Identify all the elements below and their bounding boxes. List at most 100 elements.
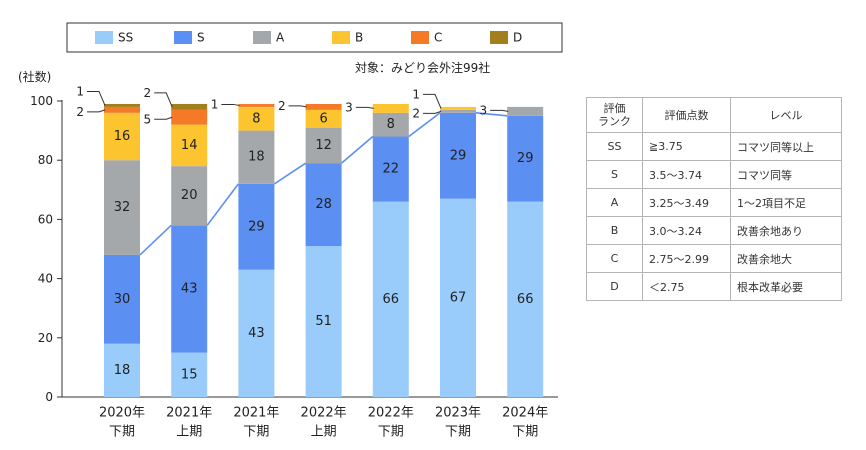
- table-row: S 3.5〜3.74 コマツ同等: [586, 160, 842, 189]
- callout-leader: [423, 110, 442, 114]
- trend-line: [475, 112, 508, 117]
- x-tick-label: 2024年: [502, 406, 548, 421]
- bar-segment-b: [104, 112, 140, 161]
- callout-label: 2: [412, 106, 420, 120]
- bar-segment-ss: [104, 343, 140, 397]
- x-tick-label: 下期: [378, 425, 404, 440]
- bar-segment-ss: [440, 198, 476, 397]
- callout-leader: [423, 93, 442, 109]
- table-row: A 3.25〜3.49 1〜2項目不足: [586, 188, 842, 217]
- bar-segment-a: [440, 109, 476, 113]
- legend-swatch: [95, 31, 113, 44]
- callout-label: 1: [211, 97, 219, 111]
- bar-segment-b: [238, 106, 275, 131]
- data-label: 6: [319, 111, 327, 126]
- level-cell: 1〜2項目不足: [730, 188, 842, 217]
- y-tick-label: 100: [30, 94, 53, 108]
- data-label: 66: [383, 292, 400, 307]
- callout-leader: [154, 116, 173, 120]
- trend-line: [341, 135, 374, 164]
- bar-segment-a: [372, 112, 409, 137]
- x-tick-label: 下期: [243, 425, 269, 440]
- data-label: 18: [248, 150, 265, 165]
- rank-cell: SS: [586, 132, 643, 161]
- bar-segment-s: [440, 112, 476, 199]
- callout-leader: [490, 109, 509, 112]
- rank-cell: B: [586, 216, 643, 245]
- trend-line: [273, 162, 307, 185]
- level-cell: コマツ同等以上: [730, 132, 842, 161]
- x-tick-label: 2022年: [368, 406, 414, 421]
- data-label: 28: [315, 197, 332, 212]
- bar-segment-s: [305, 163, 342, 247]
- callout-leader: [87, 109, 106, 113]
- bar-segment-b: [305, 109, 342, 128]
- trend-line: [408, 112, 441, 138]
- bar-segment-d: [171, 103, 208, 110]
- bar-segment-s: [171, 225, 208, 353]
- table-row: D ＜2.75 根本改革必要: [586, 272, 842, 301]
- score-cell: 3.25〜3.49: [642, 188, 731, 217]
- data-label: 51: [315, 314, 332, 329]
- score-cell: 2.75〜2.99: [642, 244, 731, 273]
- callout-leader: [355, 106, 374, 109]
- rank-cell: D: [586, 272, 643, 301]
- header-rank: 評価 ランク: [586, 97, 643, 133]
- data-label: 43: [248, 326, 265, 341]
- callout-label: 5: [144, 112, 152, 126]
- x-tick-label: 下期: [512, 425, 538, 440]
- bar-segment-b: [171, 124, 208, 167]
- data-label: 16: [114, 129, 131, 144]
- rank-cell: S: [586, 160, 643, 189]
- bar-segment-c: [305, 103, 342, 110]
- data-label: 15: [181, 367, 198, 382]
- callout-label: 1: [76, 84, 84, 98]
- bar-segment-c: [171, 109, 208, 125]
- rank-cell: C: [586, 244, 643, 273]
- data-label: 14: [181, 138, 198, 153]
- score-cell: ＜2.75: [642, 272, 731, 301]
- data-label: 8: [387, 117, 395, 132]
- table-row: C 2.75〜2.99 改善余地大: [586, 244, 842, 273]
- bar-segment-a: [104, 160, 140, 255]
- rank-table: 評価 ランク 評価点数 レベル SS ≧3.75 コマツ同等以上 S 3.5〜3…: [586, 97, 842, 301]
- bar-segment-d: [104, 103, 140, 107]
- bar-segment-c: [104, 106, 140, 113]
- score-cell: ≧3.75: [642, 132, 731, 161]
- level-cell: コマツ同等: [730, 160, 842, 189]
- legend-label: S: [197, 31, 205, 45]
- legend-swatch: [332, 31, 350, 44]
- legend-swatch: [174, 31, 192, 44]
- data-label: 29: [450, 148, 467, 163]
- callout-leader: [288, 105, 307, 108]
- data-label: 67: [450, 290, 467, 305]
- data-label: 12: [315, 138, 332, 153]
- callout-leader: [221, 103, 240, 106]
- bar-segment-a: [171, 166, 208, 226]
- x-tick-label: 2022年: [301, 406, 347, 421]
- legend-box: [66, 22, 563, 53]
- legend-label: A: [276, 31, 285, 45]
- bar-segment-a: [238, 130, 275, 184]
- x-tick-label: 下期: [445, 425, 471, 440]
- bar-segment-s: [507, 115, 544, 202]
- data-label: 8: [252, 111, 260, 126]
- callout-label: 2: [278, 99, 286, 113]
- callout-leader: [154, 92, 173, 108]
- bar-segment-s: [238, 183, 275, 270]
- data-label: 30: [114, 292, 131, 307]
- y-tick-label: 60: [38, 212, 53, 226]
- bar-segment-a: [305, 127, 342, 164]
- rank-cell: A: [586, 188, 643, 217]
- data-label: 20: [181, 188, 198, 203]
- bar-segment-a: [507, 106, 544, 116]
- data-label: 66: [517, 292, 534, 307]
- table-row: SS ≧3.75 コマツ同等以上: [586, 132, 842, 161]
- bar-segment-ss: [171, 352, 208, 397]
- score-cell: 3.0〜3.24: [642, 216, 731, 245]
- chart-note: 対象：みどり会外注99社: [355, 60, 490, 75]
- data-label: 32: [114, 200, 131, 215]
- y-axis-label: (社数): [18, 69, 51, 84]
- legend-label: D: [513, 31, 522, 45]
- x-tick-label: 下期: [109, 425, 135, 440]
